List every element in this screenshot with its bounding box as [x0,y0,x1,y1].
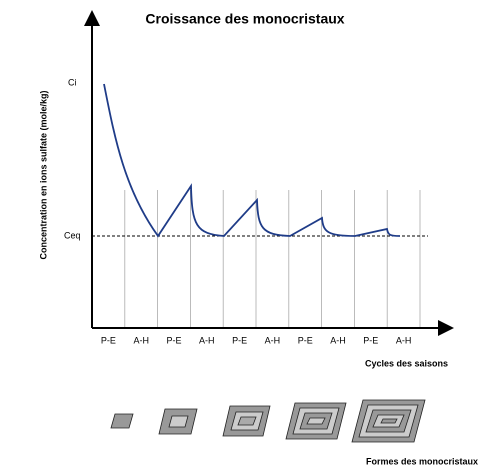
season-label: P-E [101,335,116,345]
season-label: P-E [232,335,247,345]
season-label: A-H [133,335,149,345]
season-label: A-H [396,335,412,345]
y-label: Ceq [64,230,81,240]
crystal [110,413,134,429]
season-label: P-E [166,335,181,345]
season-lines [124,190,421,328]
crystal [285,402,347,440]
crystal [158,408,198,435]
title: Croissance des monocristaux [145,11,344,27]
crystals [110,399,426,443]
season-label: A-H [199,335,215,345]
season-label: A-H [330,335,346,345]
y-label: Ci [68,77,77,87]
season-labels: P-E A-H P-E A-H P-E A-H P-E A-H P-E A-H [101,335,411,345]
crystal [222,405,271,437]
season-label: P-E [298,335,313,345]
y-axis-label: Concentration en ions sulfate (mole/kg) [38,90,48,259]
season-label: P-E [363,335,378,345]
season-label: A-H [265,335,281,345]
concentration-curve [103,83,401,238]
footer-label: Formes des monocristaux [366,456,478,466]
crystal [351,399,426,443]
x-axis-label: Cycles des saisons [365,358,448,368]
